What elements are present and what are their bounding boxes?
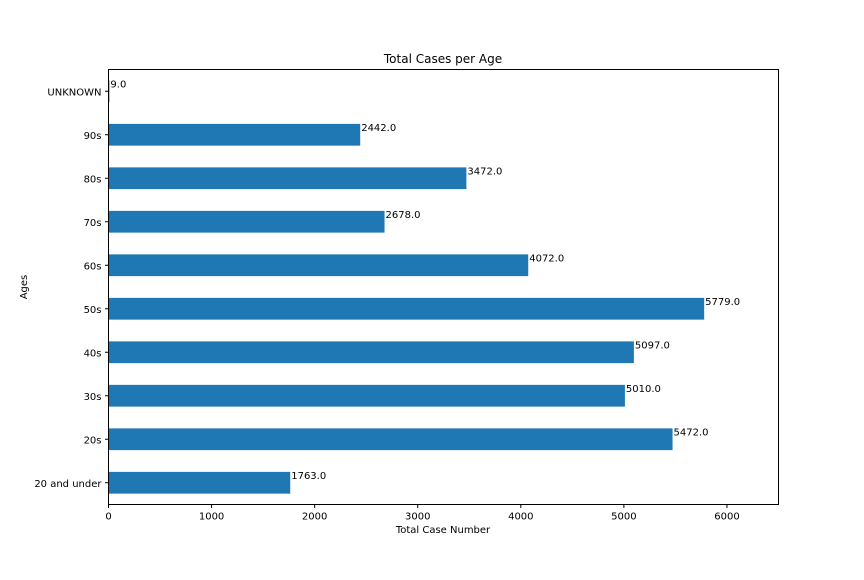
bar-value-label: 5472.0 — [674, 427, 709, 438]
y-tick-label: 70s — [84, 218, 102, 229]
y-axis: 20 and under 20s 30s 40s 50s 60s 70s 80s 90s UNKN… — [34, 87, 109, 490]
bar-value-label: 5097.0 — [635, 340, 670, 351]
bar-value-label: 5779.0 — [705, 297, 740, 308]
bar-value-label: 3472.0 — [467, 166, 502, 177]
x-axis-label: Total Case Number — [395, 525, 491, 536]
y-tick-label: 60s — [84, 261, 102, 272]
bar-value-label: 2442.0 — [361, 123, 396, 134]
y-tick-label: UNKNOWN — [47, 87, 101, 98]
bars-layer — [108, 80, 705, 494]
x-tick-label: 1000 — [199, 512, 224, 523]
bar-value-label: 1763.0 — [291, 471, 326, 482]
plot-frame — [108, 69, 779, 505]
y-tick-label: 20s — [84, 435, 102, 446]
y-axis-label: Ages — [19, 275, 30, 300]
y-tick-label: 50s — [84, 305, 102, 316]
x-tick-label: 4000 — [508, 512, 533, 523]
bar — [108, 341, 634, 364]
bar-value-label: 4072.0 — [529, 253, 564, 264]
y-tick-label: 90s — [84, 131, 102, 142]
x-tick-label: 6000 — [714, 512, 739, 523]
bar-value-label: 2678.0 — [386, 210, 421, 221]
x-tick-label: 2000 — [302, 512, 327, 523]
y-tick-label: 80s — [84, 174, 102, 185]
value-labels-layer: 1763.0 5472.0 5010.0 5097.0 5779.0 4072.0 2678… — [110, 79, 740, 482]
x-tick-label: 3000 — [405, 512, 430, 523]
bar — [108, 167, 467, 190]
bar — [108, 123, 361, 146]
chart-title: Total Cases per Age — [383, 52, 502, 66]
y-tick-label: 30s — [84, 392, 102, 403]
bar-value-label: 9.0 — [110, 79, 126, 90]
y-tick-label: 20 and under — [34, 479, 102, 490]
x-tick-label: 0 — [105, 512, 111, 523]
x-tick-label: 5000 — [611, 512, 636, 523]
bar — [108, 471, 291, 494]
bar — [108, 254, 529, 277]
x-axis: 0 1000 2000 3000 4000 5000 6000 — [105, 504, 740, 523]
y-tick-label: 40s — [84, 348, 102, 359]
bar — [108, 297, 705, 320]
bar — [108, 210, 385, 233]
bar-value-label: 5010.0 — [626, 384, 661, 395]
bar — [108, 384, 625, 407]
bar — [108, 428, 673, 451]
